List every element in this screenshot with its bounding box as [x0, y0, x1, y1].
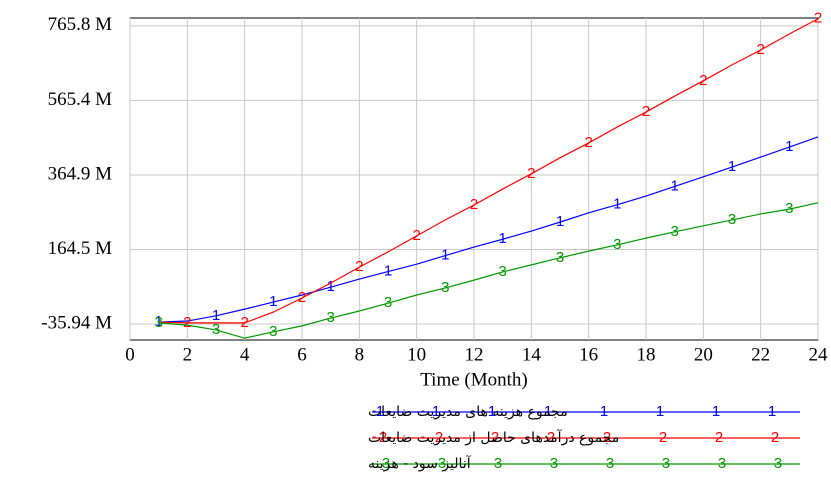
series-marker: 2: [642, 103, 650, 120]
legend-marker: 1: [600, 403, 608, 420]
x-tick-label: 22: [751, 344, 770, 365]
series-marker: 2: [756, 41, 764, 58]
series-marker: 3: [384, 294, 392, 311]
x-tick-label: 16: [579, 344, 598, 365]
series-marker: 2: [699, 72, 707, 89]
series-marker: 1: [498, 230, 506, 247]
series-marker: 1: [785, 138, 793, 155]
legend-marker: 2: [547, 429, 555, 446]
x-axis-title: Time (Month): [420, 369, 528, 390]
series-marker: 3: [785, 200, 793, 217]
legend-marker: 1: [488, 403, 496, 420]
x-tick-label: 24: [809, 344, 829, 365]
series-marker: 3: [441, 279, 449, 296]
series-marker: 2: [355, 258, 363, 275]
series-marker: 2: [527, 165, 535, 182]
x-tick-label: 2: [183, 344, 193, 365]
series-marker: 2: [470, 196, 478, 213]
legend-label: مجموع درآمدهای حاصل از مدیریت ضایعات: [368, 429, 619, 446]
legend-marker: 2: [715, 429, 723, 446]
x-tick-label: 0: [125, 344, 135, 365]
series-marker: 2: [584, 134, 592, 151]
legend-marker: 2: [491, 429, 499, 446]
legend-marker: 1: [432, 403, 440, 420]
legend-marker: 2: [659, 429, 667, 446]
legend-marker: 3: [550, 455, 558, 472]
legend-marker: 2: [379, 429, 387, 446]
legend-label: مجموع هزینه های مدیریت ضایعات: [368, 404, 568, 420]
series-marker: 3: [728, 211, 736, 228]
series-marker: 1: [670, 177, 678, 194]
legend-marker: 2: [603, 429, 611, 446]
series-marker: 3: [326, 309, 334, 326]
legend-marker: 1: [376, 403, 384, 420]
series-marker: 2: [298, 289, 306, 306]
legend-marker: 1: [768, 403, 776, 420]
series-marker: 1: [326, 278, 334, 295]
legend-marker: 3: [718, 455, 726, 472]
series-marker: 1: [154, 313, 162, 330]
legend-marker: 2: [435, 429, 443, 446]
legend-marker: 3: [662, 455, 670, 472]
x-tick-label: 6: [297, 344, 307, 365]
x-tick-label: 12: [465, 344, 484, 365]
series-marker: 2: [183, 314, 191, 331]
x-tick-label: 4: [240, 344, 250, 365]
legend-marker: 3: [774, 455, 782, 472]
x-tick-label: 20: [694, 344, 713, 365]
series-marker: 1: [212, 307, 220, 324]
x-tick-label: 18: [637, 344, 656, 365]
x-tick-label: 14: [522, 344, 542, 365]
legend-marker: 1: [656, 403, 664, 420]
y-tick-label: -35.94 M: [41, 312, 112, 333]
series-marker: 2: [814, 10, 822, 27]
series-marker: 3: [498, 263, 506, 280]
x-tick-label: 8: [355, 344, 365, 365]
legend-marker: 3: [606, 455, 614, 472]
legend-marker: 1: [712, 403, 720, 420]
series-marker: 3: [613, 236, 621, 253]
series-marker: 1: [269, 293, 277, 310]
legend-label: آنالیز سود - هزینه: [368, 455, 472, 472]
legend-marker: 3: [438, 455, 446, 472]
series-marker: 1: [728, 158, 736, 175]
legend-marker: 2: [771, 429, 779, 446]
series-marker: 2: [412, 227, 420, 244]
series-marker: 1: [556, 213, 564, 230]
legend-marker: 1: [544, 403, 552, 420]
series-marker: 3: [670, 223, 678, 240]
y-tick-label: 565.4 M: [48, 89, 113, 110]
y-tick-label: 164.5 M: [48, 238, 113, 259]
series-marker: 1: [613, 196, 621, 213]
series-marker: 1: [441, 247, 449, 264]
series-marker: 3: [154, 314, 162, 331]
series-marker: 3: [556, 249, 564, 266]
legend-marker: 3: [494, 455, 502, 472]
y-tick-label: 765.8 M: [48, 14, 113, 35]
series-marker: 1: [384, 263, 392, 280]
series-marker: 3: [269, 323, 277, 340]
series-marker: 2: [240, 314, 248, 331]
series-line: [158, 136, 819, 323]
y-tick-label: 364.9 M: [48, 163, 113, 184]
legend-marker: 3: [382, 455, 390, 472]
series-line: [158, 18, 819, 324]
series-line: [158, 202, 819, 339]
series-marker: 3: [212, 321, 220, 338]
x-tick-label: 10: [407, 344, 426, 365]
